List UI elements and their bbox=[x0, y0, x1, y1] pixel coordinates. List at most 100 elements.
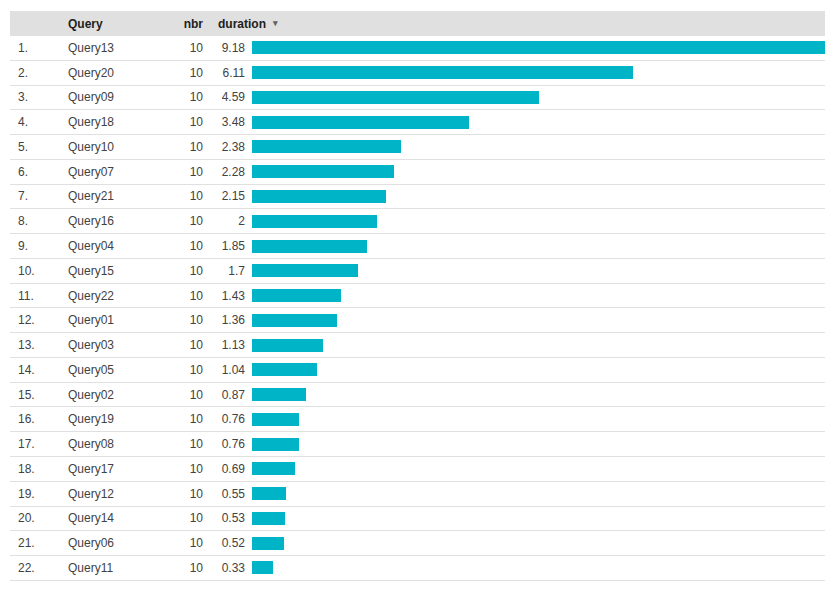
row-query: Query08 bbox=[60, 437, 160, 451]
row-rank: 16. bbox=[10, 412, 60, 426]
row-rank: 22. bbox=[10, 561, 60, 575]
row-duration-cell: 6.11 bbox=[207, 66, 825, 80]
row-rank: 2. bbox=[10, 66, 60, 80]
row-duration-cell: 1.7 bbox=[207, 264, 825, 278]
row-nbr: 10 bbox=[160, 264, 207, 278]
duration-bar-track bbox=[252, 140, 825, 153]
row-nbr: 10 bbox=[160, 536, 207, 550]
duration-bar bbox=[252, 512, 285, 525]
duration-bar-track bbox=[252, 314, 825, 327]
row-nbr: 10 bbox=[160, 487, 207, 501]
row-duration-cell: 2.38 bbox=[207, 140, 825, 154]
row-duration-value: 1.85 bbox=[207, 239, 247, 253]
row-query: Query10 bbox=[60, 140, 160, 154]
duration-bar bbox=[252, 91, 539, 104]
table-row: 20. Query14 10 0.53 bbox=[10, 507, 825, 532]
row-duration-cell: 9.18 bbox=[207, 41, 825, 55]
row-duration-cell: 0.87 bbox=[207, 388, 825, 402]
row-duration-cell: 1.43 bbox=[207, 289, 825, 303]
row-nbr: 10 bbox=[160, 363, 207, 377]
duration-bar-track bbox=[252, 512, 825, 525]
duration-bar-track bbox=[252, 413, 825, 426]
row-query: Query09 bbox=[60, 90, 160, 104]
row-duration-cell: 3.48 bbox=[207, 115, 825, 129]
table-row: 11. Query22 10 1.43 bbox=[10, 284, 825, 309]
row-rank: 11. bbox=[10, 289, 60, 303]
row-rank: 9. bbox=[10, 239, 60, 253]
duration-bar-track bbox=[252, 438, 825, 451]
row-query: Query15 bbox=[60, 264, 160, 278]
row-duration-value: 1.43 bbox=[207, 289, 247, 303]
row-rank: 7. bbox=[10, 189, 60, 203]
sort-desc-icon: ▾ bbox=[273, 18, 278, 28]
row-duration-value: 4.59 bbox=[207, 90, 247, 104]
row-rank: 4. bbox=[10, 115, 60, 129]
row-duration-value: 0.33 bbox=[207, 561, 247, 575]
column-header-duration-label: duration bbox=[218, 17, 266, 31]
table-row: 17. Query08 10 0.76 bbox=[10, 432, 825, 457]
row-duration-cell: 0.53 bbox=[207, 511, 825, 525]
row-rank: 8. bbox=[10, 214, 60, 228]
row-rank: 12. bbox=[10, 313, 60, 327]
duration-bar-track bbox=[252, 264, 825, 277]
row-nbr: 10 bbox=[160, 338, 207, 352]
row-nbr: 10 bbox=[160, 412, 207, 426]
row-duration-value: 0.76 bbox=[207, 437, 247, 451]
row-duration-value: 0.69 bbox=[207, 462, 247, 476]
row-rank: 6. bbox=[10, 165, 60, 179]
row-duration-cell: 1.13 bbox=[207, 338, 825, 352]
row-nbr: 10 bbox=[160, 189, 207, 203]
table-row: 21. Query06 10 0.52 bbox=[10, 531, 825, 556]
row-query: Query13 bbox=[60, 41, 160, 55]
row-duration-value: 1.04 bbox=[207, 363, 247, 377]
duration-bar bbox=[252, 289, 341, 302]
row-rank: 14. bbox=[10, 363, 60, 377]
duration-bar bbox=[252, 140, 401, 153]
duration-bar-track bbox=[252, 66, 825, 79]
row-duration-value: 0.87 bbox=[207, 388, 247, 402]
row-rank: 1. bbox=[10, 41, 60, 55]
row-duration-cell: 0.52 bbox=[207, 536, 825, 550]
row-query: Query19 bbox=[60, 412, 160, 426]
row-duration-cell: 1.85 bbox=[207, 239, 825, 253]
table-row: 7. Query21 10 2.15 bbox=[10, 185, 825, 210]
duration-bar bbox=[252, 165, 394, 178]
table-row: 3. Query09 10 4.59 bbox=[10, 86, 825, 111]
column-header-query[interactable]: Query bbox=[60, 17, 160, 31]
table-row: 19. Query12 10 0.55 bbox=[10, 482, 825, 507]
duration-bar-track bbox=[252, 116, 825, 129]
row-nbr: 10 bbox=[160, 239, 207, 253]
duration-bar bbox=[252, 339, 323, 352]
duration-bar bbox=[252, 388, 306, 401]
duration-bar-track bbox=[252, 41, 825, 54]
duration-bar bbox=[252, 215, 377, 228]
row-rank: 13. bbox=[10, 338, 60, 352]
duration-bar bbox=[252, 462, 295, 475]
table-row: 14. Query05 10 1.04 bbox=[10, 358, 825, 383]
row-duration-value: 2.28 bbox=[207, 165, 247, 179]
row-query: Query04 bbox=[60, 239, 160, 253]
row-query: Query06 bbox=[60, 536, 160, 550]
table-row: 1. Query13 10 9.18 bbox=[10, 36, 825, 61]
duration-bar bbox=[252, 413, 299, 426]
row-query: Query11 bbox=[60, 561, 160, 575]
duration-bar-track bbox=[252, 561, 825, 574]
duration-bar bbox=[252, 190, 386, 203]
table-row: 10. Query15 10 1.7 bbox=[10, 259, 825, 284]
row-nbr: 10 bbox=[160, 115, 207, 129]
row-query: Query14 bbox=[60, 511, 160, 525]
duration-bar-track bbox=[252, 240, 825, 253]
row-query: Query01 bbox=[60, 313, 160, 327]
row-query: Query05 bbox=[60, 363, 160, 377]
duration-bar bbox=[252, 438, 299, 451]
row-nbr: 10 bbox=[160, 511, 207, 525]
table-row: 5. Query10 10 2.38 bbox=[10, 135, 825, 160]
column-header-duration[interactable]: duration ▾ bbox=[207, 17, 825, 31]
row-duration-cell: 0.55 bbox=[207, 487, 825, 501]
table-header-row: Query nbr duration ▾ bbox=[10, 11, 825, 36]
row-duration-value: 0.76 bbox=[207, 412, 247, 426]
row-duration-value: 1.36 bbox=[207, 313, 247, 327]
column-header-nbr[interactable]: nbr bbox=[160, 17, 207, 31]
row-query: Query17 bbox=[60, 462, 160, 476]
row-query: Query02 bbox=[60, 388, 160, 402]
